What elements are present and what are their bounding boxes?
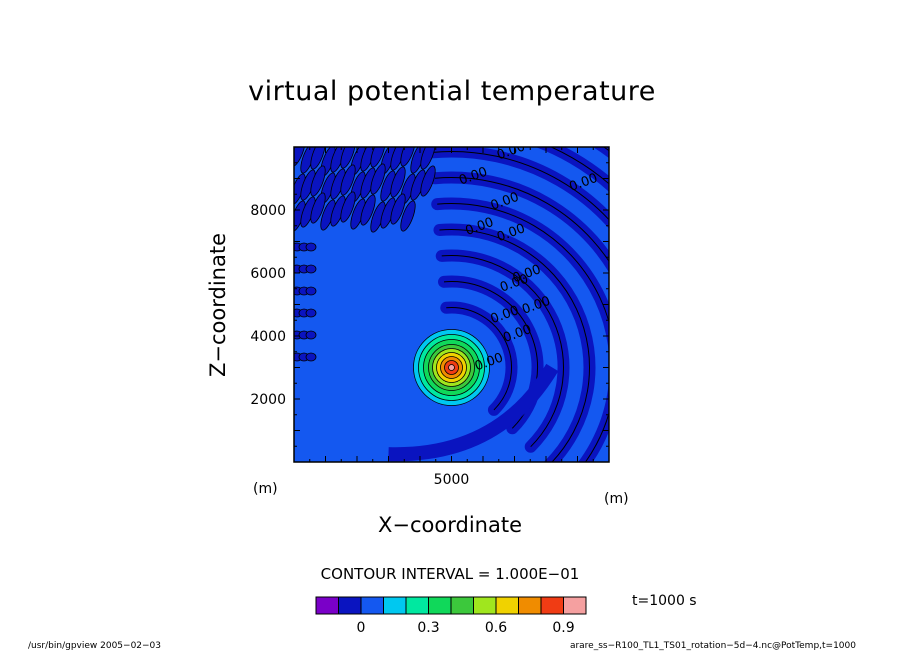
x-axis-label: X−coordinate: [378, 513, 522, 537]
contour-line: [441, 255, 564, 448]
x-unit-label: (m): [253, 481, 278, 497]
colorbar-swatch: [450, 596, 474, 615]
axes: 5000 2000 4000 6000 8000: [250, 147, 609, 488]
colorbar-tick-label: 0: [357, 620, 366, 636]
y-tick-label: 6000: [250, 266, 286, 282]
colorbar-tick-label: 0.6: [485, 620, 507, 636]
contour-line: [446, 307, 512, 411]
colorbar-swatch: [360, 596, 384, 615]
noise-cell: [305, 330, 317, 340]
contour-field: [294, 147, 609, 462]
noise-cell: [360, 194, 376, 226]
noise-cell: [305, 308, 317, 318]
noise-cell: [305, 286, 317, 296]
noise-cell: [310, 147, 326, 170]
colorbar-swatch: [518, 596, 542, 615]
colorbar-swatch: [563, 596, 587, 615]
bubble-contour: [448, 364, 455, 371]
colorbar-swatch: [540, 596, 564, 615]
noise-cell: [370, 163, 386, 195]
colorbar-swatch: [383, 596, 407, 615]
x-tick-label: 5000: [434, 472, 470, 488]
colorbar-swatch: [338, 596, 362, 615]
noise-cell: [390, 193, 406, 225]
noise-cell: [370, 147, 386, 168]
colorbar-swatch: [405, 596, 429, 615]
noise-cell: [390, 166, 406, 198]
colorbar-tick-label: 0.9: [552, 620, 574, 636]
noise-cell: [310, 165, 326, 197]
noise-cell: [420, 147, 436, 170]
colorbar-swatch: [315, 596, 339, 615]
contour-line: [439, 229, 590, 462]
y-tick-label: 8000: [250, 203, 286, 219]
footer-program-info: /usr/bin/gpview 2005−02−03: [28, 641, 162, 651]
noise-cell: [305, 352, 317, 362]
contour-line: [437, 203, 609, 462]
noise-cell: [305, 264, 317, 274]
y-axis-label: Z−coordinate: [206, 233, 230, 377]
contour-interval-text: CONTOUR INTERVAL = 1.000E−01: [320, 565, 580, 583]
noise-cell: [310, 192, 326, 224]
colorbar-swatch: [473, 596, 497, 615]
colorbar-swatch: [495, 596, 519, 615]
noise-cell: [400, 147, 416, 167]
contour-line: [432, 151, 609, 221]
wave-band-lower: [388, 363, 559, 462]
noise-cell: [400, 200, 416, 232]
noise-cell: [340, 191, 356, 223]
y-tick-label: 2000: [250, 392, 286, 408]
colorbar-tick-label: 0.3: [417, 620, 439, 636]
noise-cell: [340, 147, 356, 169]
footer-file-info: arare_ss−R100_TL1_TS01_rotation−5d−4.nc@…: [569, 641, 856, 651]
contour-line: [434, 177, 609, 263]
y-unit-label: (m): [604, 491, 629, 507]
noise-cell: [420, 165, 436, 197]
colorbar: 0 0.3 0.6 0.9: [315, 596, 587, 636]
colorbar-swatch: [428, 596, 452, 615]
chart-title: virtual potential temperature: [248, 76, 656, 107]
noise-cell: [340, 164, 356, 196]
time-label: t=1000 s: [632, 593, 697, 609]
y-tick-label: 4000: [250, 329, 286, 345]
noise-cell: [305, 242, 317, 252]
